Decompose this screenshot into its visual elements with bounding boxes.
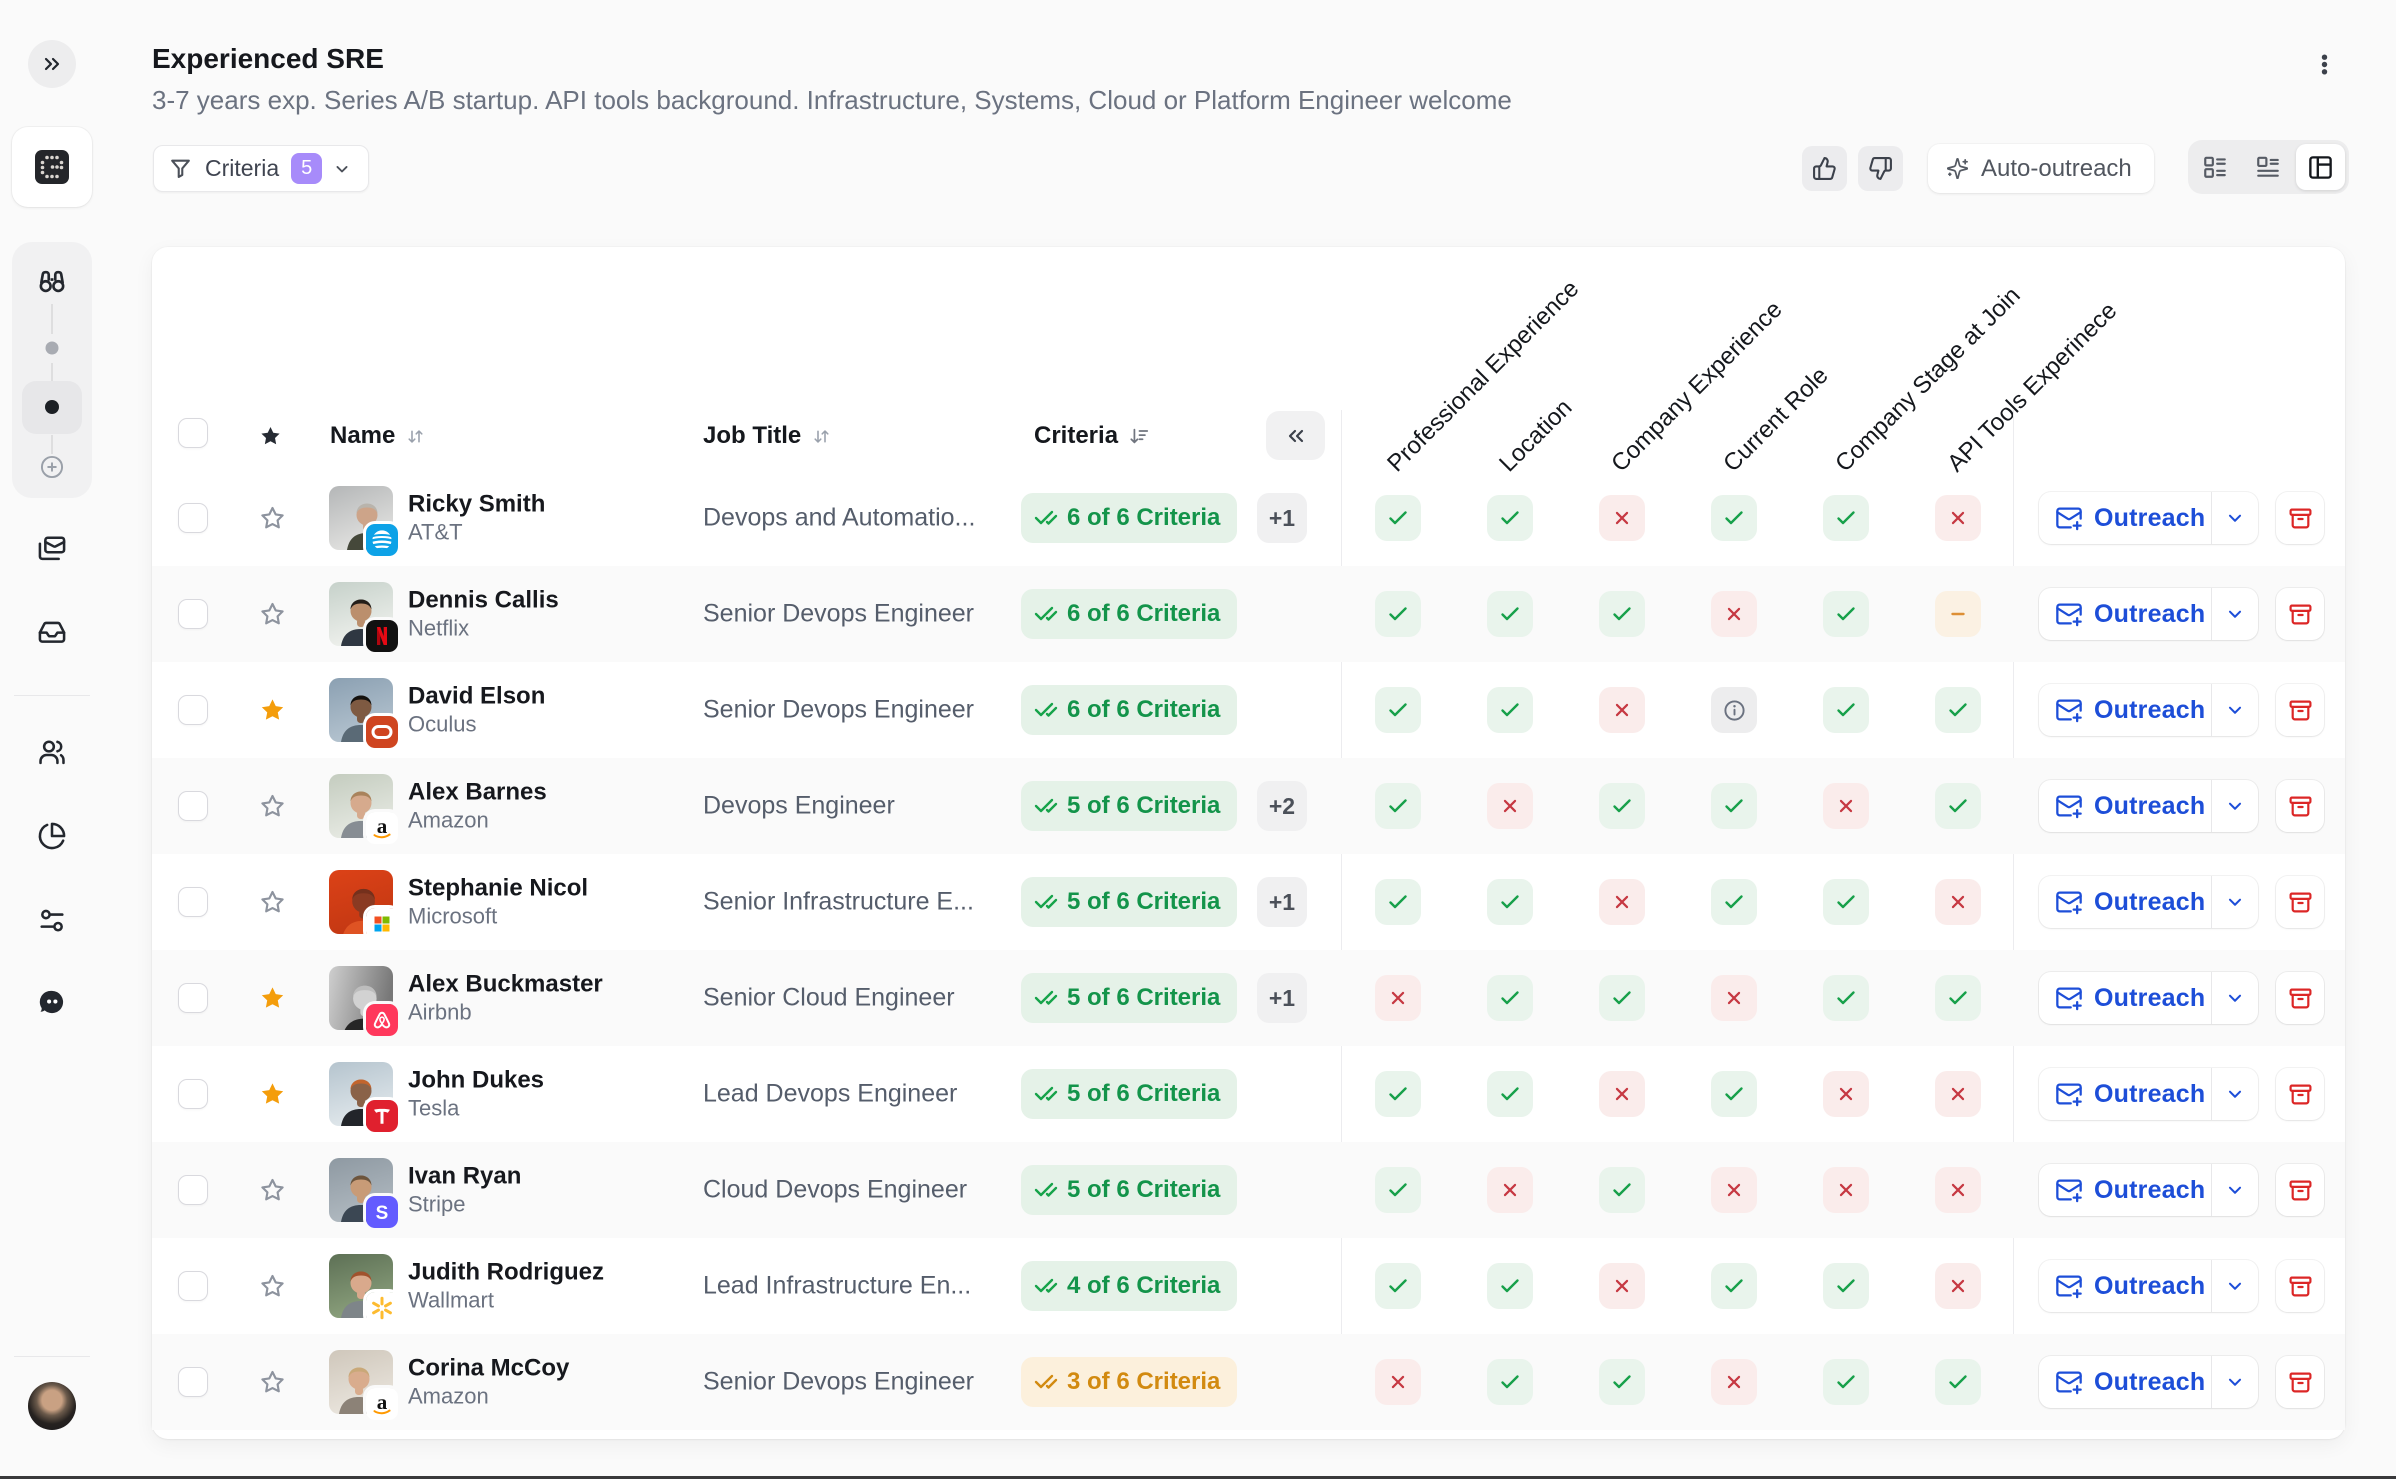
svg-text:a: a <box>377 814 388 838</box>
svg-text:a: a <box>377 1390 388 1414</box>
svg-text:S: S <box>376 1203 389 1224</box>
